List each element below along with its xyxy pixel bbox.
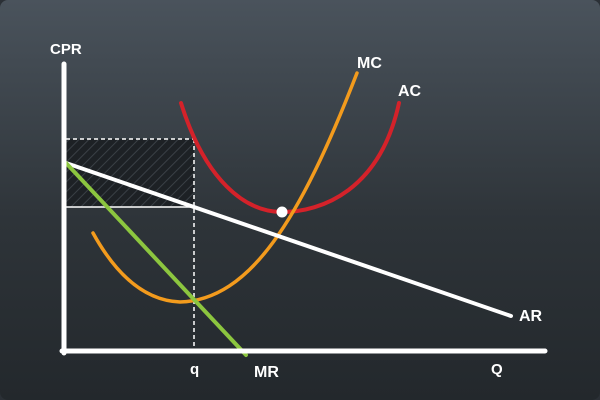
mr-label: MR [254, 364, 279, 381]
y-axis-label: CPR [50, 41, 82, 58]
x-axis-label: Q [491, 361, 503, 378]
ac-curve [179, 101, 401, 215]
mc-ac-intersection-point [276, 206, 288, 218]
mr-line [64, 161, 248, 357]
mc-label: MC [357, 55, 382, 72]
quantity-marker-label: q [190, 361, 199, 378]
profit-area [66, 139, 194, 207]
mc-curve [91, 71, 359, 304]
ar-label: AR [519, 308, 543, 325]
ar-line [64, 161, 513, 318]
ac-label: AC [398, 83, 422, 100]
